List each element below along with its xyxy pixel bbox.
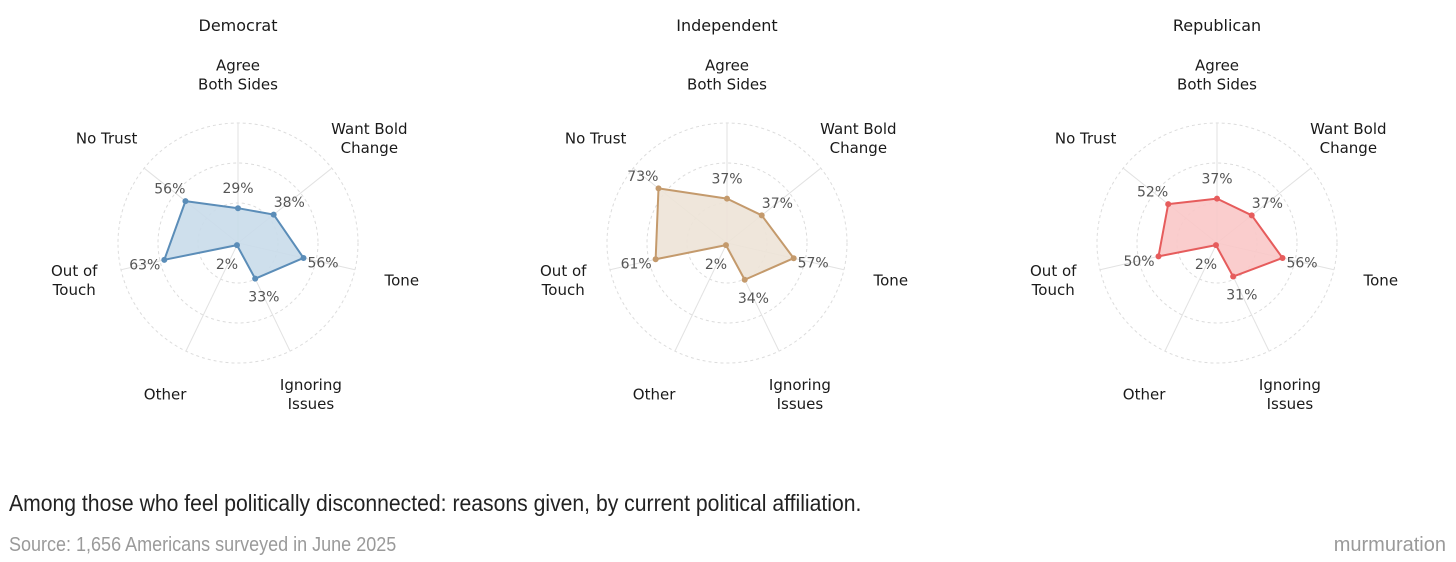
- value-label-want-bold-change: 38%: [274, 195, 305, 211]
- axis-label-other: Other: [633, 385, 676, 403]
- axis-label-out-of-touch: Out of Touch: [1030, 262, 1077, 299]
- data-point-other: [722, 242, 729, 249]
- axis-label-want-bold-change: Want Bold Change: [1310, 120, 1386, 157]
- axis-label-out-of-touch: Out of Touch: [51, 262, 98, 299]
- data-point-tone: [300, 254, 307, 261]
- chart-title: Democrat: [199, 16, 278, 35]
- axis-label-want-bold-change: Want Bold Change: [820, 120, 896, 157]
- data-point-want-bold-change: [758, 212, 765, 219]
- axis-spoke: [674, 242, 728, 352]
- axis-label-tone: Tone: [873, 271, 909, 289]
- data-point-tone: [790, 255, 797, 262]
- axis-label-other: Other: [144, 385, 187, 403]
- value-label-tone: 56%: [307, 255, 338, 271]
- axis-label-other: Other: [1123, 385, 1166, 403]
- value-label-tone: 56%: [1286, 255, 1317, 271]
- data-point-agree-both-sides: [235, 205, 241, 212]
- axis-label-agree-both-sides: Agree Both Sides: [198, 57, 278, 94]
- data-point-want-bold-change: [270, 211, 277, 218]
- axis-label-ignoring-issues: Ignoring Issues: [1259, 376, 1321, 413]
- data-point-ignoring-issues: [252, 275, 259, 282]
- value-label-agree-both-sides: 37%: [1201, 172, 1232, 188]
- value-label-no-trust: 52%: [1137, 185, 1168, 201]
- axis-label-no-trust: No Trust: [76, 129, 138, 147]
- data-point-out-of-touch: [1155, 253, 1162, 260]
- data-point-other: [233, 242, 240, 249]
- data-point-ignoring-issues: [741, 276, 748, 283]
- axis-label-agree-both-sides: Agree Both Sides: [687, 57, 767, 94]
- value-label-no-trust: 56%: [154, 182, 185, 198]
- value-label-other: 2%: [1195, 257, 1217, 273]
- value-label-want-bold-change: 37%: [762, 196, 793, 212]
- radar-chart-republican: Republican 37% 37% 56% 31% 2% 50% 52% Agree Both …: [1030, 16, 1398, 413]
- axis-label-no-trust: No Trust: [565, 129, 627, 147]
- data-area: [654, 187, 795, 281]
- axis-label-out-of-touch: Out of Touch: [540, 262, 587, 299]
- axis-spoke: [185, 242, 239, 352]
- value-label-ignoring-issues: 34%: [738, 291, 769, 307]
- data-point-agree-both-sides: [1214, 195, 1220, 202]
- radar-chart-democrat: Democrat 29% 38% 56% 33% 2% 63% 56% Agree Both Si…: [51, 16, 419, 413]
- axis-label-tone: Tone: [384, 271, 420, 289]
- value-label-agree-both-sides: 29%: [222, 181, 253, 197]
- value-label-out-of-touch: 63%: [129, 257, 160, 273]
- value-label-no-trust: 73%: [627, 169, 658, 185]
- brand-logo-text: murmuration: [1333, 534, 1446, 556]
- axis-spoke: [1164, 242, 1218, 352]
- chart-caption: Among those who feel politically disconn…: [9, 490, 862, 516]
- data-point-want-bold-change: [1248, 212, 1255, 219]
- axis-label-ignoring-issues: Ignoring Issues: [769, 376, 831, 413]
- value-label-out-of-touch: 61%: [621, 257, 652, 273]
- data-area: [163, 200, 305, 280]
- value-label-other: 2%: [216, 257, 238, 273]
- value-label-ignoring-issues: 31%: [1226, 288, 1257, 304]
- grid-ring: [1136, 162, 1298, 324]
- axis-label-want-bold-change: Want Bold Change: [331, 120, 407, 157]
- value-label-agree-both-sides: 37%: [711, 172, 742, 188]
- radar-chart-independent: Independent 37% 37% 57% 34% 2% 61% 73% Agree Both…: [540, 16, 908, 413]
- data-point-out-of-touch: [652, 256, 659, 263]
- data-point-ignoring-issues: [1230, 273, 1237, 280]
- value-label-tone: 57%: [798, 256, 829, 272]
- axis-label-ignoring-issues: Ignoring Issues: [280, 376, 342, 413]
- data-point-no-trust: [182, 198, 189, 205]
- source-note: Source: 1,656 Americans surveyed in June…: [9, 534, 397, 556]
- value-label-out-of-touch: 50%: [1123, 254, 1154, 270]
- data-point-no-trust: [1165, 201, 1172, 208]
- chart-title: Independent: [676, 16, 777, 35]
- value-label-other: 2%: [705, 257, 727, 273]
- grid-ring: [157, 162, 319, 324]
- value-label-want-bold-change: 37%: [1252, 196, 1283, 212]
- value-label-ignoring-issues: 33%: [248, 290, 279, 306]
- axis-label-agree-both-sides: Agree Both Sides: [1177, 57, 1257, 94]
- grid-ring: [646, 162, 808, 324]
- data-point-agree-both-sides: [724, 195, 730, 202]
- chart-title: Republican: [1173, 16, 1261, 35]
- data-point-no-trust: [655, 185, 662, 192]
- radar-charts: Democrat 29% 38% 56% 33% 2% 63% 56% Agree Both Si…: [51, 16, 1398, 413]
- data-point-other: [1212, 242, 1219, 249]
- data-point-out-of-touch: [161, 256, 168, 263]
- axis-label-tone: Tone: [1363, 271, 1399, 289]
- data-point-tone: [1279, 254, 1286, 261]
- axis-label-no-trust: No Trust: [1055, 129, 1117, 147]
